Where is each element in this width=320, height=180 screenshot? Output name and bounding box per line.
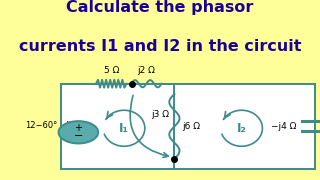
Text: I₁: I₁ [119,122,129,135]
Text: −j4 Ω: −j4 Ω [271,122,296,131]
Circle shape [59,121,98,143]
Text: Calculate the phasor: Calculate the phasor [66,0,254,15]
Text: 12−60°: 12−60° [25,121,58,130]
FancyArrowPatch shape [130,95,168,158]
Text: I₂: I₂ [237,122,246,135]
Text: 5 Ω: 5 Ω [103,66,119,75]
Text: j3 Ω: j3 Ω [151,110,169,119]
Text: j6 Ω: j6 Ω [182,122,200,131]
Text: V: V [67,121,73,130]
Text: currents I1 and I2 in the circuit: currents I1 and I2 in the circuit [19,39,301,54]
Text: −: − [74,131,83,141]
Bar [61,84,315,169]
Text: +: + [75,123,83,133]
Text: j2 Ω: j2 Ω [138,66,155,75]
